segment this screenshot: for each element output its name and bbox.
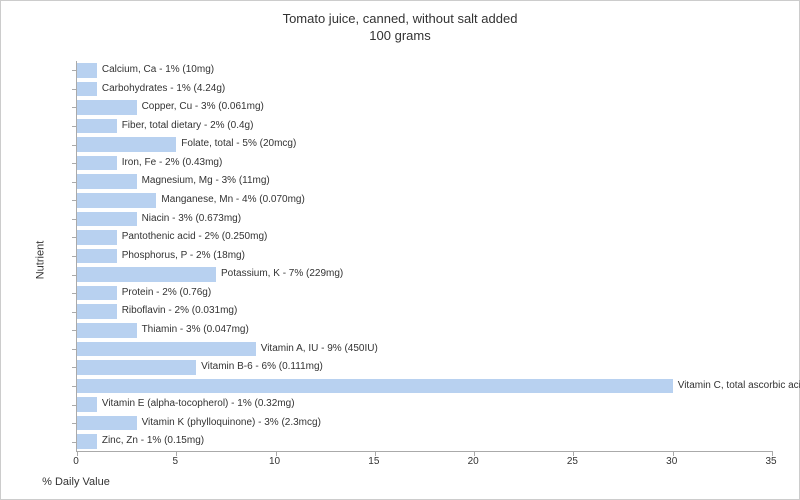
bar-label: Fiber, total dietary - 2% (0.4g) (122, 117, 254, 136)
bar (77, 230, 117, 245)
bar-label: Iron, Fe - 2% (0.43mg) (122, 154, 223, 173)
y-tick (72, 367, 77, 368)
bar-label: Vitamin C, total ascorbic acid - 30% (18… (678, 377, 800, 396)
bar-label: Protein - 2% (0.76g) (122, 284, 212, 303)
y-tick (72, 237, 77, 238)
y-tick (72, 442, 77, 443)
x-tick-label: 5 (173, 456, 179, 467)
y-axis-title: Nutrient (34, 241, 46, 280)
bar (77, 360, 196, 375)
bar (77, 267, 216, 282)
y-tick (72, 293, 77, 294)
bar-label: Calcium, Ca - 1% (10mg) (102, 61, 214, 80)
x-tick-label: 15 (368, 456, 379, 467)
y-tick (72, 312, 77, 313)
bar-label: Vitamin K (phylloquinone) - 3% (2.3mcg) (142, 414, 321, 433)
bar-label: Manganese, Mn - 4% (0.070mg) (161, 191, 304, 210)
y-tick (72, 275, 77, 276)
bar (77, 82, 97, 97)
x-tick-label: 10 (269, 456, 280, 467)
y-tick (72, 145, 77, 146)
x-axis-title: % Daily Value (0, 476, 424, 488)
bar-label: Potassium, K - 7% (229mg) (221, 265, 343, 284)
bar-label: Carbohydrates - 1% (4.24g) (102, 80, 225, 99)
bar (77, 323, 137, 338)
y-tick (72, 107, 77, 108)
bar (77, 100, 137, 115)
bar-label: Vitamin B-6 - 6% (0.111mg) (201, 358, 323, 377)
x-tick-label: 20 (468, 456, 479, 467)
bar-label: Copper, Cu - 3% (0.061mg) (142, 98, 264, 117)
bar (77, 63, 97, 78)
x-tick-label: 35 (765, 456, 776, 467)
bar-label: Vitamin A, IU - 9% (450IU) (261, 340, 378, 359)
y-tick (72, 182, 77, 183)
x-tick-label: 30 (666, 456, 677, 467)
y-tick (72, 349, 77, 350)
y-tick (72, 126, 77, 127)
y-tick (72, 405, 77, 406)
bar (77, 156, 117, 171)
bar-label: Phosphorus, P - 2% (18mg) (122, 247, 245, 266)
chart-title: Tomato juice, canned, without salt added… (1, 1, 799, 45)
y-tick (72, 70, 77, 71)
bar-label: Folate, total - 5% (20mcg) (181, 135, 296, 154)
plot-area: Calcium, Ca - 1% (10mg)Carbohydrates - 1… (76, 61, 772, 452)
bar (77, 379, 673, 394)
bar-label: Riboflavin - 2% (0.031mg) (122, 302, 238, 321)
bar-label: Zinc, Zn - 1% (0.15mg) (102, 432, 204, 451)
bar-label: Vitamin E (alpha-tocopherol) - 1% (0.32m… (102, 395, 295, 414)
bar-label: Thiamin - 3% (0.047mg) (142, 321, 249, 340)
bar-label: Magnesium, Mg - 3% (11mg) (142, 172, 270, 191)
bar (77, 304, 117, 319)
y-tick (72, 330, 77, 331)
title-line-1: Tomato juice, canned, without salt added (283, 11, 518, 26)
bar (77, 174, 137, 189)
y-tick (72, 200, 77, 201)
y-tick (72, 386, 77, 387)
bar (77, 137, 176, 152)
bars-group: Calcium, Ca - 1% (10mg)Carbohydrates - 1… (77, 61, 772, 451)
y-tick (72, 163, 77, 164)
y-tick (72, 256, 77, 257)
bar (77, 434, 97, 449)
y-tick (72, 423, 77, 424)
bar (77, 342, 256, 357)
bar-label: Pantothenic acid - 2% (0.250mg) (122, 228, 268, 247)
y-tick (72, 89, 77, 90)
x-tick-label: 0 (73, 456, 79, 467)
bar (77, 249, 117, 264)
x-tick-label: 25 (567, 456, 578, 467)
bar (77, 119, 117, 134)
chart-container: Tomato juice, canned, without salt added… (0, 0, 800, 500)
bar (77, 212, 137, 227)
bar (77, 193, 156, 208)
bar (77, 286, 117, 301)
bar (77, 416, 137, 431)
bar (77, 397, 97, 412)
bar-label: Niacin - 3% (0.673mg) (142, 210, 241, 229)
title-line-2: 100 grams (369, 28, 430, 43)
y-tick (72, 219, 77, 220)
